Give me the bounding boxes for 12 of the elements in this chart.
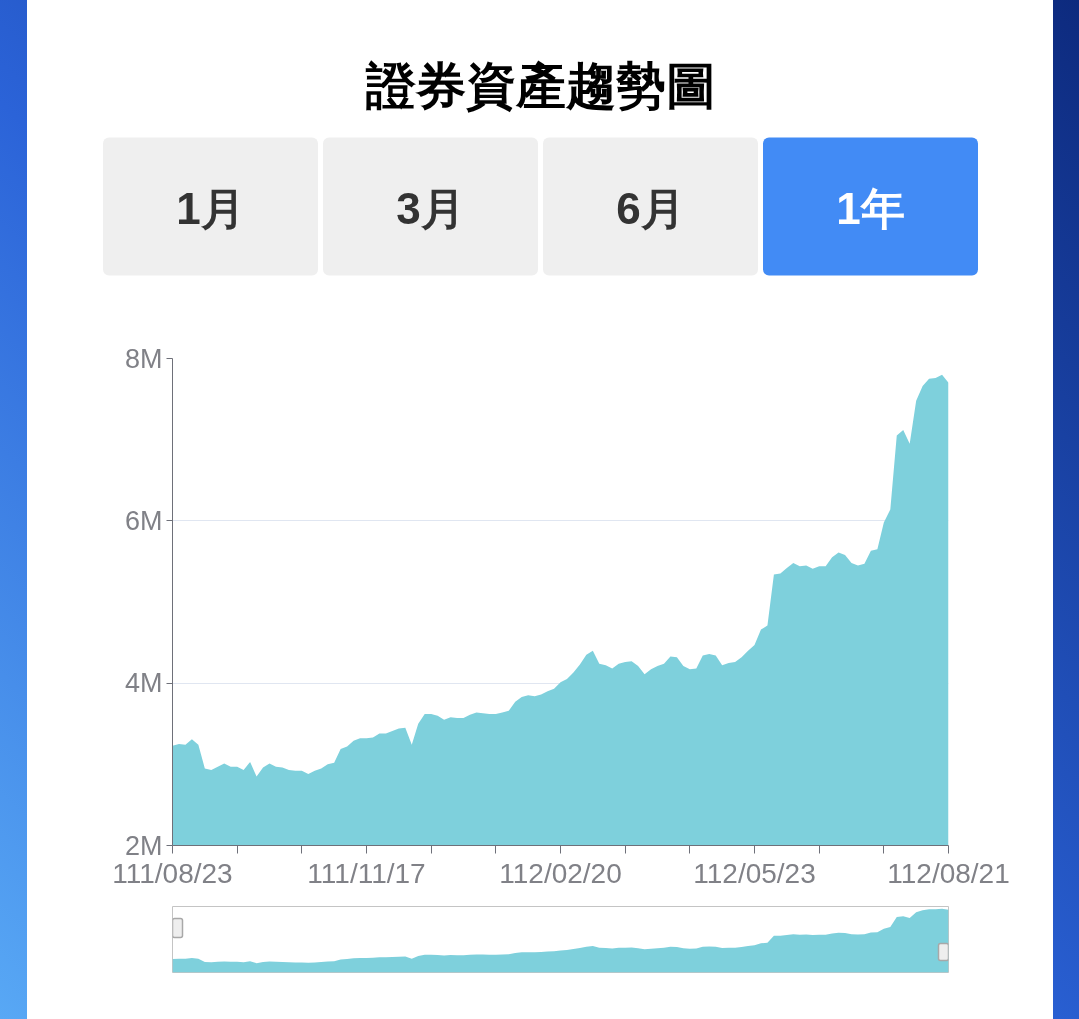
x-tick-label: 112/08/21: [887, 857, 1010, 889]
chart-title: 證券資產趨勢圖: [364, 57, 716, 114]
text: 6月: [616, 184, 685, 233]
y-tick-label: 8M: [124, 343, 163, 374]
x-tick-label: 112/02/20: [499, 857, 622, 889]
y-tick-label: 4M: [124, 668, 163, 699]
text: 3月: [396, 184, 465, 233]
y-tick-label: 6M: [124, 505, 163, 536]
text: 1年: [836, 184, 905, 233]
x-tick-label: 112/05/23: [693, 857, 816, 889]
text: 1月: [176, 184, 245, 233]
x-tick-label: 111/11/17: [307, 857, 426, 889]
